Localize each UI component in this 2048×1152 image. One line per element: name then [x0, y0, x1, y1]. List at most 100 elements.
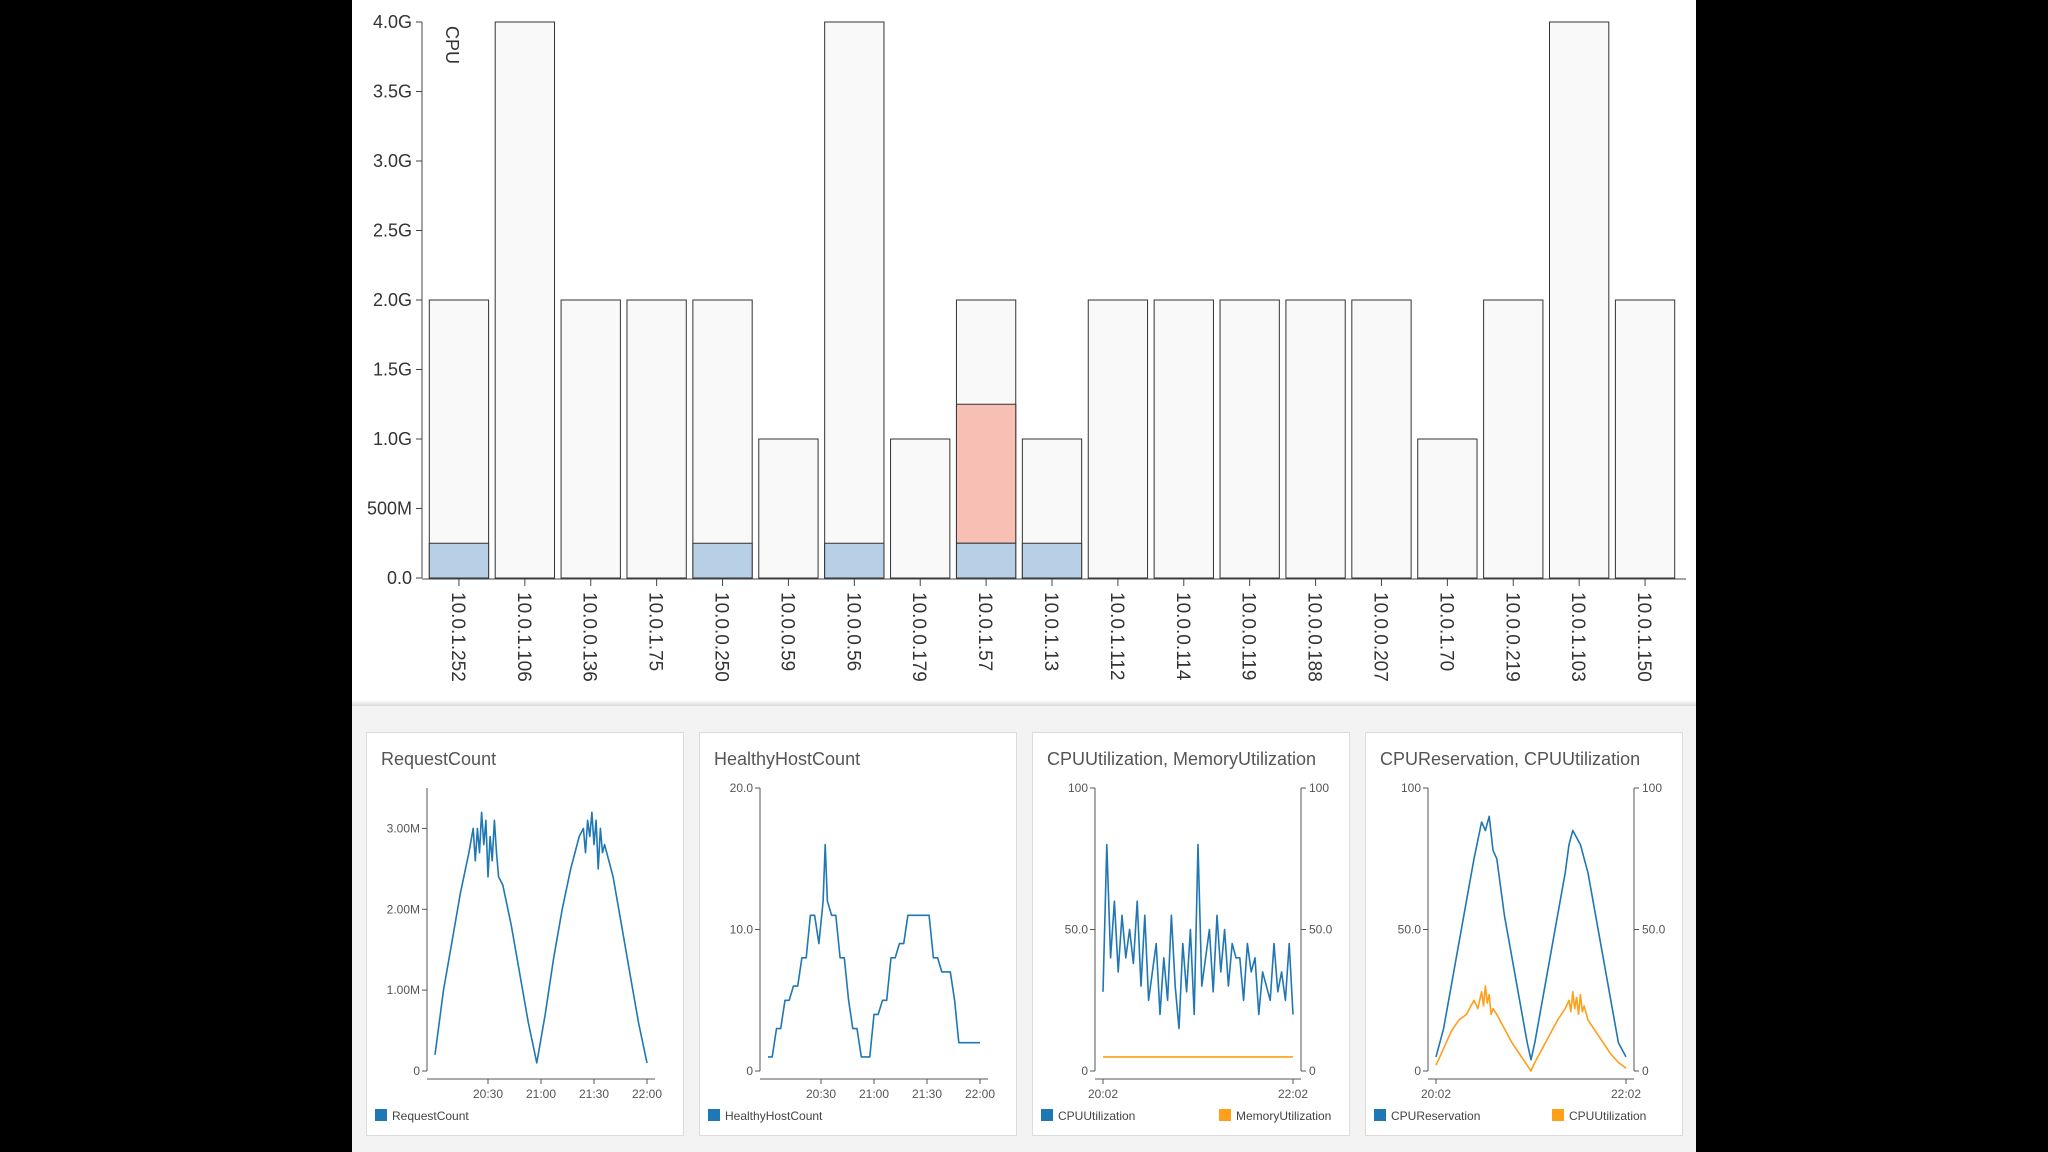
y2-tick-label: 0	[1309, 1064, 1316, 1078]
legend-label: RequestCount	[392, 1109, 469, 1123]
x-tick-label: 10.0.1.252	[447, 592, 468, 682]
x-tick-label: 20:02	[1088, 1087, 1118, 1101]
y-tick-label: 100	[1068, 781, 1088, 795]
x-tick-label: 22:02	[1611, 1087, 1641, 1101]
x-tick-label: 10.0.0.56	[842, 592, 863, 671]
y-tick-label: 3.5G	[373, 82, 412, 102]
x-tick-label: 10.0.1.112	[1106, 592, 1127, 680]
bar-capacity	[1549, 21, 1610, 579]
y-tick-label: 1.00M	[387, 983, 420, 997]
y-tick-label: 10.0	[730, 923, 754, 937]
x-tick-label: 10.0.0.119	[1238, 592, 1259, 680]
x-tick-label: 10.0.0.188	[1304, 592, 1325, 682]
metric-card-request-count[interactable]: RequestCount 0 1.00M 2.00M 3.00M 20:30 21:00 2…	[366, 732, 684, 1136]
metric-card-title: HealthyHostCount	[714, 749, 861, 769]
series-line-requestcount	[434, 811, 648, 1064]
x-tick-label: 22:02	[1278, 1087, 1308, 1101]
legend-label: CPUUtilization	[1058, 1109, 1135, 1123]
y2-tick-label: 50.0	[1309, 923, 1333, 937]
metric-card-cpu-memory-utilization[interactable]: CPUUtilization, MemoryUtilization 0 50.0 1…	[1032, 732, 1350, 1136]
x-tick-label: 22:00	[632, 1087, 662, 1101]
bar-capacity	[560, 299, 621, 579]
x-tick-label: 10.0.1.106	[513, 592, 534, 682]
healthy-host-count-line-chart: 0 10.0 20.0 20:30 21:00 21:30 22:00 HealthyHost…	[708, 781, 995, 1123]
y-tick-label: 1.0G	[373, 429, 412, 449]
x-tick-label: 10.0.1.75	[645, 592, 666, 671]
x-tick-label: 10.0.1.13	[1040, 592, 1061, 671]
series-line-cpuutilization	[1435, 985, 1627, 1072]
bar-capacity	[428, 299, 490, 579]
x-tick-label: 10.0.1.103	[1567, 592, 1588, 682]
y-tick-label: 500M	[367, 499, 412, 519]
bar-reserved	[824, 542, 885, 579]
legend-swatch	[1552, 1109, 1564, 1121]
x-tick-label: 22:00	[965, 1087, 995, 1101]
bar-capacity	[1417, 438, 1478, 579]
legend-label: CPUReservation	[1391, 1109, 1480, 1123]
x-tick-label: 21:00	[526, 1087, 556, 1101]
series-line-cpureservation	[1435, 815, 1627, 1061]
metrics-panel: RequestCount 0 1.00M 2.00M 3.00M 20:30 21:00 2…	[352, 706, 1696, 1152]
series-line-cpuutilization	[1102, 843, 1294, 1030]
cpu-bar-chart: 0.0 500M 1.0G 1.5G 2.0G 2.5G 3.0G 3.5G 4.0G CPU 10…	[367, 12, 1686, 682]
legend-label: MemoryUtilization	[1236, 1109, 1331, 1123]
y-tick-label: 2.5G	[373, 221, 412, 241]
bar-capacity	[1285, 299, 1346, 579]
series-line-healthyhostcount	[768, 843, 980, 1058]
bar-capacity	[758, 438, 819, 579]
legend-swatch	[708, 1109, 720, 1121]
bar-capacity	[494, 21, 555, 579]
bar-capacity	[1219, 299, 1280, 579]
bar-capacity	[824, 21, 885, 579]
bar-capacity	[626, 299, 687, 579]
request-count-line-chart: 0 1.00M 2.00M 3.00M 20:30 21:00 21:30 22:00 Requ…	[375, 788, 662, 1123]
x-tick-label: 10.0.0.114	[1172, 592, 1193, 681]
y-tick-label: 50.0	[1398, 923, 1422, 937]
y-tick-label: 0	[413, 1064, 420, 1078]
y-tick-label: 50.0	[1065, 923, 1089, 937]
x-tick-label: 21:00	[859, 1087, 889, 1101]
y-tick-label: 0	[1081, 1064, 1088, 1078]
legend-swatch	[1219, 1109, 1231, 1121]
y-tick-label: 4.0G	[373, 12, 412, 32]
x-tick-label: 20:30	[806, 1087, 836, 1101]
bar-capacity	[1153, 299, 1214, 579]
x-tick-label: 10.0.0.136	[579, 592, 600, 682]
y-tick-label: 2.00M	[387, 902, 420, 916]
x-tick-label: 10.0.0.219	[1501, 592, 1522, 682]
metric-card-title: CPUUtilization, MemoryUtilization	[1047, 749, 1317, 769]
x-tick-label: 10.0.0.179	[908, 592, 929, 682]
x-tick-label: 20:30	[473, 1087, 503, 1101]
x-tick-label: 10.0.1.57	[974, 592, 995, 671]
metric-card-healthy-host-count[interactable]: HealthyHostCount 0 10.0 20.0 20:30 21:00 21:3…	[699, 732, 1017, 1136]
legend-swatch	[1374, 1109, 1386, 1121]
x-tick-label: 10.0.1.70	[1435, 592, 1456, 671]
y2-tick-label: 50.0	[1642, 923, 1666, 937]
legend-label: CPUUtilization	[1569, 1109, 1646, 1123]
legend-label: HealthyHostCount	[725, 1109, 823, 1123]
x-tick-label: 10.0.0.250	[711, 592, 732, 682]
y-tick-label: 0	[1414, 1064, 1421, 1078]
y-tick-label: 3.00M	[387, 821, 420, 835]
bar-capacity	[890, 438, 951, 579]
bar-capacity	[1614, 299, 1676, 579]
y-tick-label: 0	[746, 1064, 753, 1078]
x-tick-label: 21:30	[912, 1087, 942, 1101]
bar-reserved	[692, 542, 753, 579]
cpu-memory-utilization-line-chart: 0 50.0 100 0 50.0 100 20:02 22:02 CPUUtilization…	[1041, 781, 1333, 1123]
y-tick-label: 0.0	[387, 568, 412, 588]
legend-swatch	[375, 1109, 387, 1121]
y-tick-label: 3.0G	[373, 151, 412, 171]
metric-card-title: CPUReservation, CPUUtilization	[1380, 749, 1641, 769]
metric-card-title: RequestCount	[381, 749, 497, 769]
bar-capacity	[692, 299, 753, 579]
bar-reserved	[955, 542, 1017, 579]
y2-tick-label: 0	[1642, 1064, 1649, 1078]
bar-capacity	[1351, 299, 1412, 579]
x-tick-label: 10.0.1.150	[1633, 592, 1654, 682]
metric-card-cpu-reservation-utilization[interactable]: CPUReservation, CPUUtilization 0 50.0 100 0…	[1365, 732, 1683, 1136]
y2-tick-label: 100	[1642, 781, 1662, 795]
legend-swatch	[1041, 1109, 1053, 1121]
y-tick-label: 1.5G	[373, 360, 412, 380]
x-tick-label: 10.0.0.207	[1369, 592, 1390, 682]
